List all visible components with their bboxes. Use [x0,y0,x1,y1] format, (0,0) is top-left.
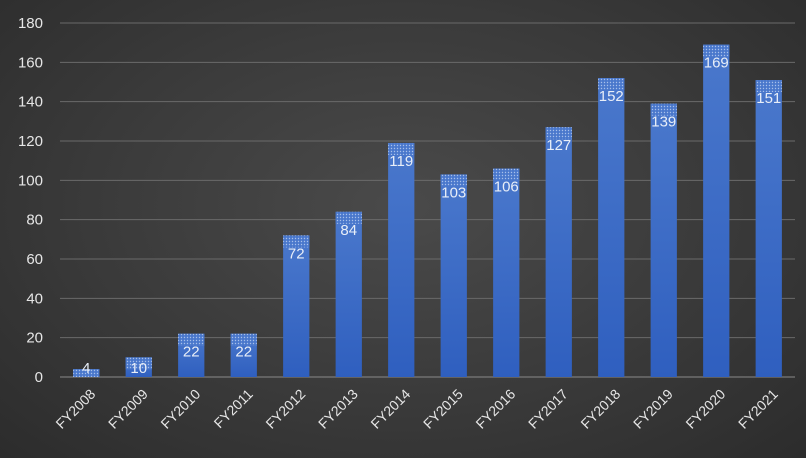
y-tick-label: 20 [26,330,43,347]
bar-cap-fy2019 [650,103,677,116]
bar-fy2021 [755,80,782,378]
data-label: 103 [441,184,466,201]
y-tick-label: 100 [18,172,43,189]
data-label: 106 [494,179,519,196]
bar-fy2013 [335,211,362,377]
bar-cap-fy2009 [125,357,152,370]
data-label: 4 [82,360,90,377]
bar-cap-fy2013 [335,211,362,224]
data-label: 152 [599,88,624,105]
y-axis-tick-labels: 0 20 40 60 80 100 120 140 160 180 [18,15,43,386]
bar-fy2014 [388,142,415,377]
data-label: 139 [651,114,676,131]
x-tick-label: FY2018 [577,386,623,432]
data-labels: 4 10 22 22 72 84 119 103 106 127 152 139 169 151 [82,55,781,377]
bar-fy2017 [545,127,572,377]
bar-fy2019 [650,103,677,377]
data-label: 72 [288,245,305,262]
data-label: 22 [235,344,252,361]
y-tick-label: 80 [26,212,43,229]
y-tick-label: 0 [35,369,43,386]
y-tick-label: 40 [26,290,43,307]
y-tick-label: 160 [18,54,43,71]
x-tick-label: FY2021 [735,386,781,432]
bar-cap-fy2021 [755,80,782,93]
x-tick-label: FY2013 [315,386,361,432]
x-tick-label: FY2014 [367,386,413,432]
gridlines [60,22,795,378]
data-label: 84 [340,222,357,239]
y-tick-label: 180 [18,15,43,32]
x-tick-label: FY2019 [630,386,676,432]
bar-cap-fy2010 [178,333,205,346]
bar-cap-fy2014 [388,142,415,155]
bar-cap-fy2020 [703,44,730,57]
bar-cap-fy2017 [545,127,572,140]
bar-fy2018 [598,78,625,378]
x-axis-tick-labels: FY2008 FY2009 FY2010 FY2011 FY2012 FY2013 FY20… [52,386,781,432]
data-label: 127 [546,137,571,154]
bar-cap-fy2011 [230,333,257,346]
bar-cap-fy2012 [283,235,310,248]
bars [73,44,782,378]
bar-fy2012 [283,235,310,377]
x-tick-label: FY2010 [157,386,203,432]
y-tick-label: 60 [26,251,43,268]
x-tick-label: FY2012 [262,386,308,432]
x-tick-label: FY2020 [682,386,728,432]
y-tick-label: 140 [18,94,43,111]
x-tick-label: FY2009 [105,386,151,432]
data-label: 169 [704,55,729,72]
data-label: 119 [389,153,413,170]
bar-cap-fy2018 [598,78,625,91]
bar-cap-fy2016 [493,168,520,181]
bar-fy2016 [493,168,520,377]
bar-cap-fy2015 [440,174,467,187]
y-tick-label: 120 [18,133,43,150]
data-label: 22 [183,344,200,361]
x-tick-label: FY2008 [52,386,98,432]
x-tick-label: FY2015 [420,386,466,432]
bar-fy2015 [440,174,467,377]
data-label: 10 [130,360,147,377]
data-label: 151 [756,90,781,107]
x-tick-label: FY2016 [472,386,518,432]
bar-fy2020 [703,44,730,378]
x-tick-label: FY2011 [211,386,256,431]
bar-cap-fy2008 [73,369,100,377]
x-tick-label: FY2017 [525,386,571,432]
